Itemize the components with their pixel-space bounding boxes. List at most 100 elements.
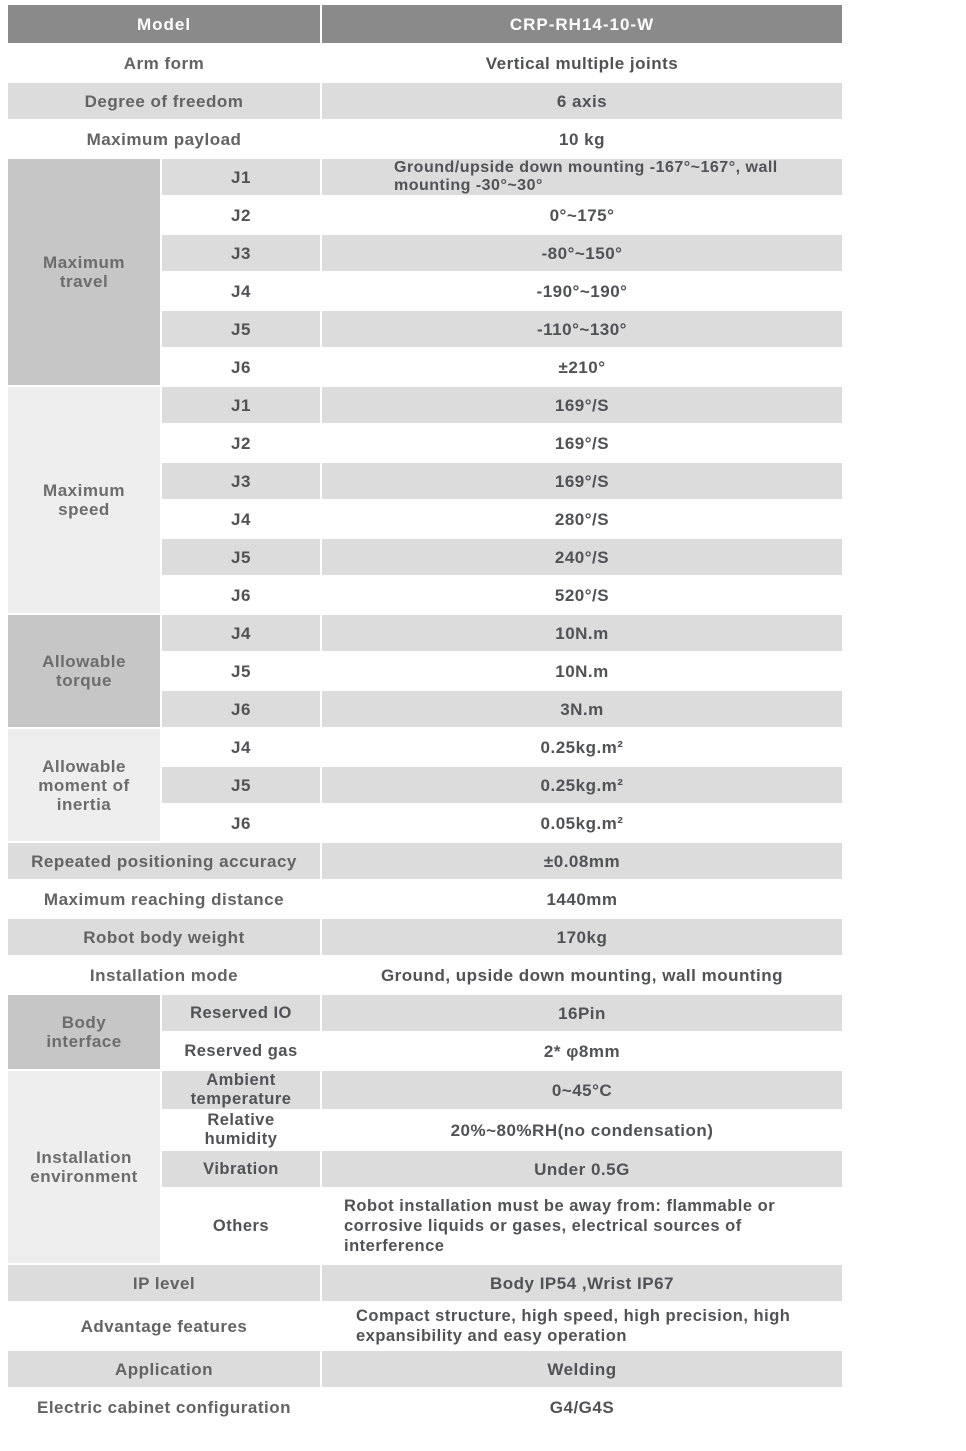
spec-value: 0.25kg.m² bbox=[322, 767, 842, 803]
table-row-maximum-payload: Maximum payload 10 kg bbox=[8, 121, 842, 157]
spec-value: 0.05kg.m² bbox=[540, 813, 624, 833]
spec-value: 169°/S bbox=[554, 433, 610, 453]
spec-value: -190°~190° bbox=[536, 281, 628, 301]
spec-value: Robot installation must be away from: fl… bbox=[344, 1197, 776, 1255]
table-row-inertia-j4: Allowable moment of inertia J4 0.25kg.m² bbox=[8, 729, 842, 841]
joint-label: J3 bbox=[162, 463, 320, 499]
spec-value: 0°~175° bbox=[549, 205, 615, 225]
table-row-others: Others Robot installation must be away f… bbox=[8, 1189, 842, 1263]
spec-value: Ground, upside down mounting, wall mount… bbox=[380, 965, 784, 985]
joint-label: J6 bbox=[231, 813, 251, 833]
sub-label: Reserved gas bbox=[184, 1041, 298, 1060]
sub-label: Reserved IO bbox=[162, 995, 320, 1031]
table-row-relative-humidity: Relative humidity 20%~80%RH(no condensat… bbox=[8, 1111, 842, 1149]
table-row-degree-of-freedom: Degree of freedom 6 axis bbox=[8, 83, 842, 119]
table-row-speed-j4: J4 280°/S bbox=[8, 501, 842, 537]
spec-label: Repeated positioning accuracy bbox=[8, 843, 320, 879]
group-label-allowable-moment-of-inertia: Allowable moment of inertia bbox=[8, 729, 160, 841]
sub-label: Relative humidity bbox=[204, 1111, 278, 1148]
spec-value: 520°/S bbox=[554, 585, 610, 605]
table-row-torque-j6: J6 3N.m bbox=[8, 691, 842, 727]
spec-value: 2* φ8mm bbox=[543, 1041, 621, 1061]
sub-label: Others bbox=[212, 1216, 270, 1235]
table-row-travel-j2: J2 0°~175° bbox=[8, 197, 842, 233]
model-header-label: Model bbox=[8, 5, 320, 43]
group-label-maximum-speed: Maximum speed bbox=[8, 387, 160, 613]
table-row-electric-cabinet-configuration: Electric cabinet configuration G4/G4S bbox=[8, 1389, 842, 1425]
table-row-installation-mode: Installation mode Ground, upside down mo… bbox=[8, 957, 842, 993]
spec-value: ±210° bbox=[558, 357, 606, 377]
joint-label: J1 bbox=[162, 387, 320, 423]
spec-value: 1440mm bbox=[546, 889, 618, 909]
joint-label: J5 bbox=[162, 539, 320, 575]
spec-label: Advantage features bbox=[80, 1316, 248, 1336]
joint-label: J4 bbox=[231, 737, 251, 757]
spec-label: Arm form bbox=[123, 53, 205, 73]
spec-value: Body IP54 ,Wrist IP67 bbox=[322, 1265, 842, 1301]
table-row-speed-j6: J6 520°/S bbox=[8, 577, 842, 613]
joint-label: J4 bbox=[231, 281, 251, 301]
table-row-inertia-j6: J6 0.05kg.m² bbox=[8, 805, 842, 841]
table-row-vibration: Vibration Under 0.5G bbox=[8, 1151, 842, 1187]
table-row-speed-j2: J2 169°/S bbox=[8, 425, 842, 461]
table-row-inertia-j5: J5 0.25kg.m² bbox=[8, 767, 842, 803]
table-row-application: Application Welding bbox=[8, 1351, 842, 1387]
spec-value: 169°/S bbox=[322, 463, 842, 499]
spec-label: Degree of freedom bbox=[8, 83, 320, 119]
joint-label: J1 bbox=[162, 159, 320, 195]
table-row-travel-j1: Maximum travel J1 Ground/upside down mou… bbox=[8, 159, 842, 385]
spec-value: 10 kg bbox=[559, 129, 605, 149]
table-row-torque-j4: Allowable torque J4 10N.m bbox=[8, 615, 842, 727]
group-label-installation-environment: Installation environment bbox=[8, 1071, 160, 1263]
joint-label: J6 bbox=[231, 357, 251, 377]
joint-label: J5 bbox=[162, 767, 320, 803]
table-row-travel-j3: J3 -80°~150° bbox=[8, 235, 842, 271]
group-label-maximum-travel: Maximum travel bbox=[8, 159, 160, 385]
spec-value: -80°~150° bbox=[322, 235, 842, 271]
spec-value: Ground/upside down mounting -167°~167°, … bbox=[322, 159, 842, 195]
spec-value: 3N.m bbox=[322, 691, 842, 727]
group-label-body-interface: Body interface bbox=[8, 995, 160, 1069]
spec-label: Application bbox=[8, 1351, 320, 1387]
table-row-travel-j5: J5 -110°~130° bbox=[8, 311, 842, 347]
spec-value: Vertical multiple joints bbox=[485, 53, 679, 73]
spec-table: Model CRP-RH14-10-W Arm form Vertical mu… bbox=[6, 3, 844, 1427]
spec-value: 10N.m bbox=[322, 615, 842, 651]
spec-value: 170kg bbox=[322, 919, 842, 955]
spec-value: -110°~130° bbox=[322, 311, 842, 347]
spec-label: Installation mode bbox=[89, 965, 239, 985]
table-row-ip-level: IP level Body IP54 ,Wrist IP67 bbox=[8, 1265, 842, 1301]
spec-value: 20%~80%RH(no condensation) bbox=[450, 1120, 714, 1140]
spec-value: Compact structure, high speed, high prec… bbox=[356, 1307, 791, 1345]
spec-label: Robot body weight bbox=[8, 919, 320, 955]
joint-label: J5 bbox=[162, 311, 320, 347]
sub-label: Ambient temperature bbox=[162, 1071, 320, 1109]
table-row-maximum-reaching-distance: Maximum reaching distance 1440mm bbox=[8, 881, 842, 917]
joint-label: J5 bbox=[231, 661, 251, 681]
spec-value: 10N.m bbox=[555, 661, 609, 681]
table-row-speed-j5: J5 240°/S bbox=[8, 539, 842, 575]
joint-label: J6 bbox=[162, 691, 320, 727]
table-row-speed-j3: J3 169°/S bbox=[8, 463, 842, 499]
spec-label: Maximum payload bbox=[86, 129, 242, 149]
spec-value: Welding bbox=[322, 1351, 842, 1387]
spec-value: 0~45°C bbox=[322, 1071, 842, 1109]
model-header-value: CRP-RH14-10-W bbox=[322, 5, 842, 43]
spec-value: 169°/S bbox=[322, 387, 842, 423]
table-row-model: Model CRP-RH14-10-W bbox=[8, 5, 842, 43]
joint-label: J3 bbox=[162, 235, 320, 271]
table-row-reserved-io: Body interface Reserved IO 16Pin bbox=[8, 995, 842, 1069]
joint-label: J6 bbox=[231, 585, 251, 605]
table-row-ambient-temperature: Installation environment Ambient tempera… bbox=[8, 1071, 842, 1263]
spec-value: 280°/S bbox=[554, 509, 610, 529]
joint-label: J2 bbox=[231, 205, 251, 225]
spec-value: 0.25kg.m² bbox=[540, 737, 624, 757]
table-row-torque-j5: J5 10N.m bbox=[8, 653, 842, 689]
table-row-repeated-positioning-accuracy: Repeated positioning accuracy ±0.08mm bbox=[8, 843, 842, 879]
spec-value: ±0.08mm bbox=[322, 843, 842, 879]
table-row-travel-j4: J4 -190°~190° bbox=[8, 273, 842, 309]
table-row-arm-form: Arm form Vertical multiple joints bbox=[8, 45, 842, 81]
table-row-reserved-gas: Reserved gas 2* φ8mm bbox=[8, 1033, 842, 1069]
spec-value: Under 0.5G bbox=[322, 1151, 842, 1187]
table-row-speed-j1: Maximum speed J1 169°/S bbox=[8, 387, 842, 613]
